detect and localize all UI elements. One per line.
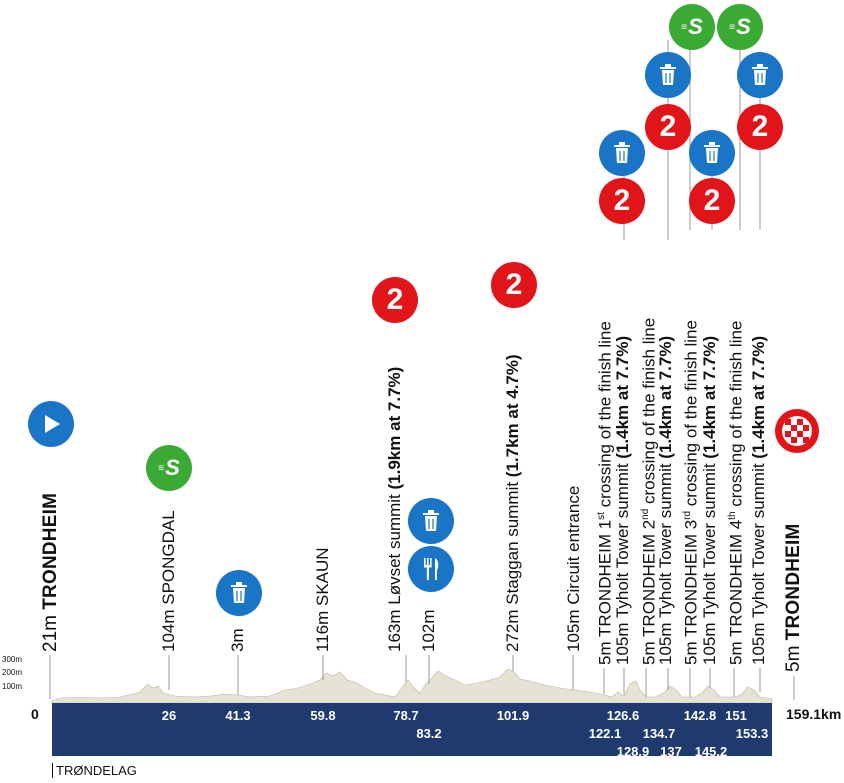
distance-band: [52, 703, 772, 756]
kom-icon: 2: [645, 104, 691, 150]
kom-category: 2: [505, 268, 523, 301]
kom-category: 2: [613, 184, 631, 217]
km-marker: 134.7: [642, 726, 676, 741]
waste-bin-icon: [599, 130, 645, 176]
kom-icon: 2: [689, 178, 735, 224]
sprint-speed-lines-icon: ≡: [158, 462, 165, 474]
alt-scale-200: 200m: [2, 668, 23, 677]
km-marker: 78.7: [393, 708, 419, 723]
sprint-speed-lines-icon: ≡: [681, 21, 688, 33]
start-icon: [28, 401, 74, 447]
kom-icon: 2: [737, 104, 783, 150]
waste-bin-icon: [689, 130, 735, 176]
km-marker: 59.8: [310, 708, 336, 723]
km-marker: 122.1: [588, 726, 622, 741]
km-marker: 142.8: [683, 708, 717, 723]
waste-bin-icon: [645, 52, 691, 98]
sprint-icon: ≡ S: [669, 4, 715, 50]
sprint-icon: ≡ S: [146, 445, 192, 491]
km-marker: 145.2: [694, 744, 728, 759]
kom-category: 2: [703, 184, 721, 217]
alt-scale-100: 100m: [2, 682, 23, 691]
axis-end-label: 159.1km: [786, 706, 842, 722]
km-marker: 101.9: [496, 708, 530, 723]
region-label: TRØNDELAG: [52, 763, 137, 778]
km-marker: 137: [660, 744, 682, 759]
km-marker: 128.9: [616, 744, 650, 759]
kom-category: 2: [386, 283, 404, 316]
sprint-letter: S: [688, 14, 703, 39]
kom-icon: 2: [599, 178, 645, 224]
km-marker: 126.6: [606, 708, 640, 723]
axis-start-label: 0: [31, 706, 39, 722]
kom-category: 2: [751, 110, 769, 143]
sprint-icon: ≡ S: [717, 4, 763, 50]
km-marker: 151: [725, 708, 747, 723]
alt-scale-300: 300m: [2, 655, 23, 664]
km-marker: 153.3: [735, 726, 769, 741]
km-marker: 26: [161, 708, 177, 723]
fork-knife-icon: [408, 546, 454, 592]
elevation-area: [51, 668, 773, 704]
kom-icon: 2: [372, 277, 418, 323]
km-marker: 83.2: [416, 726, 442, 741]
finish-flag-icon: [774, 408, 820, 454]
km-marker: 41.3: [225, 708, 251, 723]
waste-bin-icon: [737, 52, 783, 98]
kom-category: 2: [659, 110, 677, 143]
sprint-letter: S: [736, 14, 751, 39]
sprint-speed-lines-icon: ≡: [729, 21, 736, 33]
sprint-letter: S: [165, 455, 180, 480]
kom-icon: 2: [491, 262, 537, 308]
waste-bin-icon: [408, 498, 454, 544]
waste-bin-icon: [216, 570, 262, 616]
